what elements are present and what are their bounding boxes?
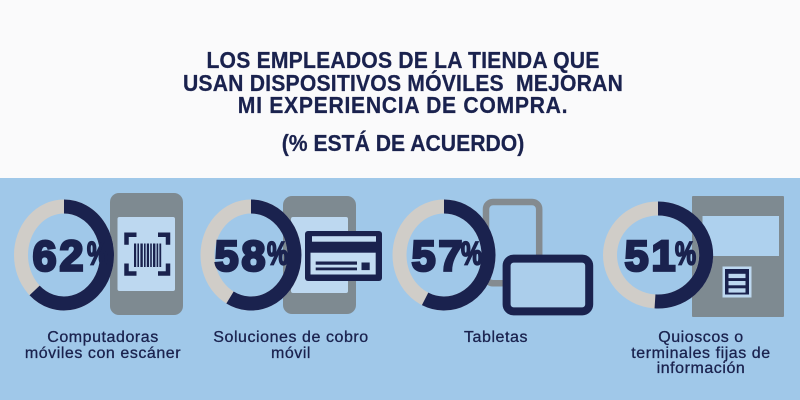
svg-text:%: %: [267, 236, 288, 271]
svg-text:58: 58: [215, 233, 269, 281]
svg-text:%: %: [87, 236, 108, 271]
svg-text:62: 62: [33, 233, 87, 281]
svg-text:%: %: [461, 236, 482, 271]
svg-text:%: %: [675, 236, 696, 271]
svg-text:51: 51: [625, 233, 679, 281]
svg-text:57: 57: [412, 233, 466, 281]
